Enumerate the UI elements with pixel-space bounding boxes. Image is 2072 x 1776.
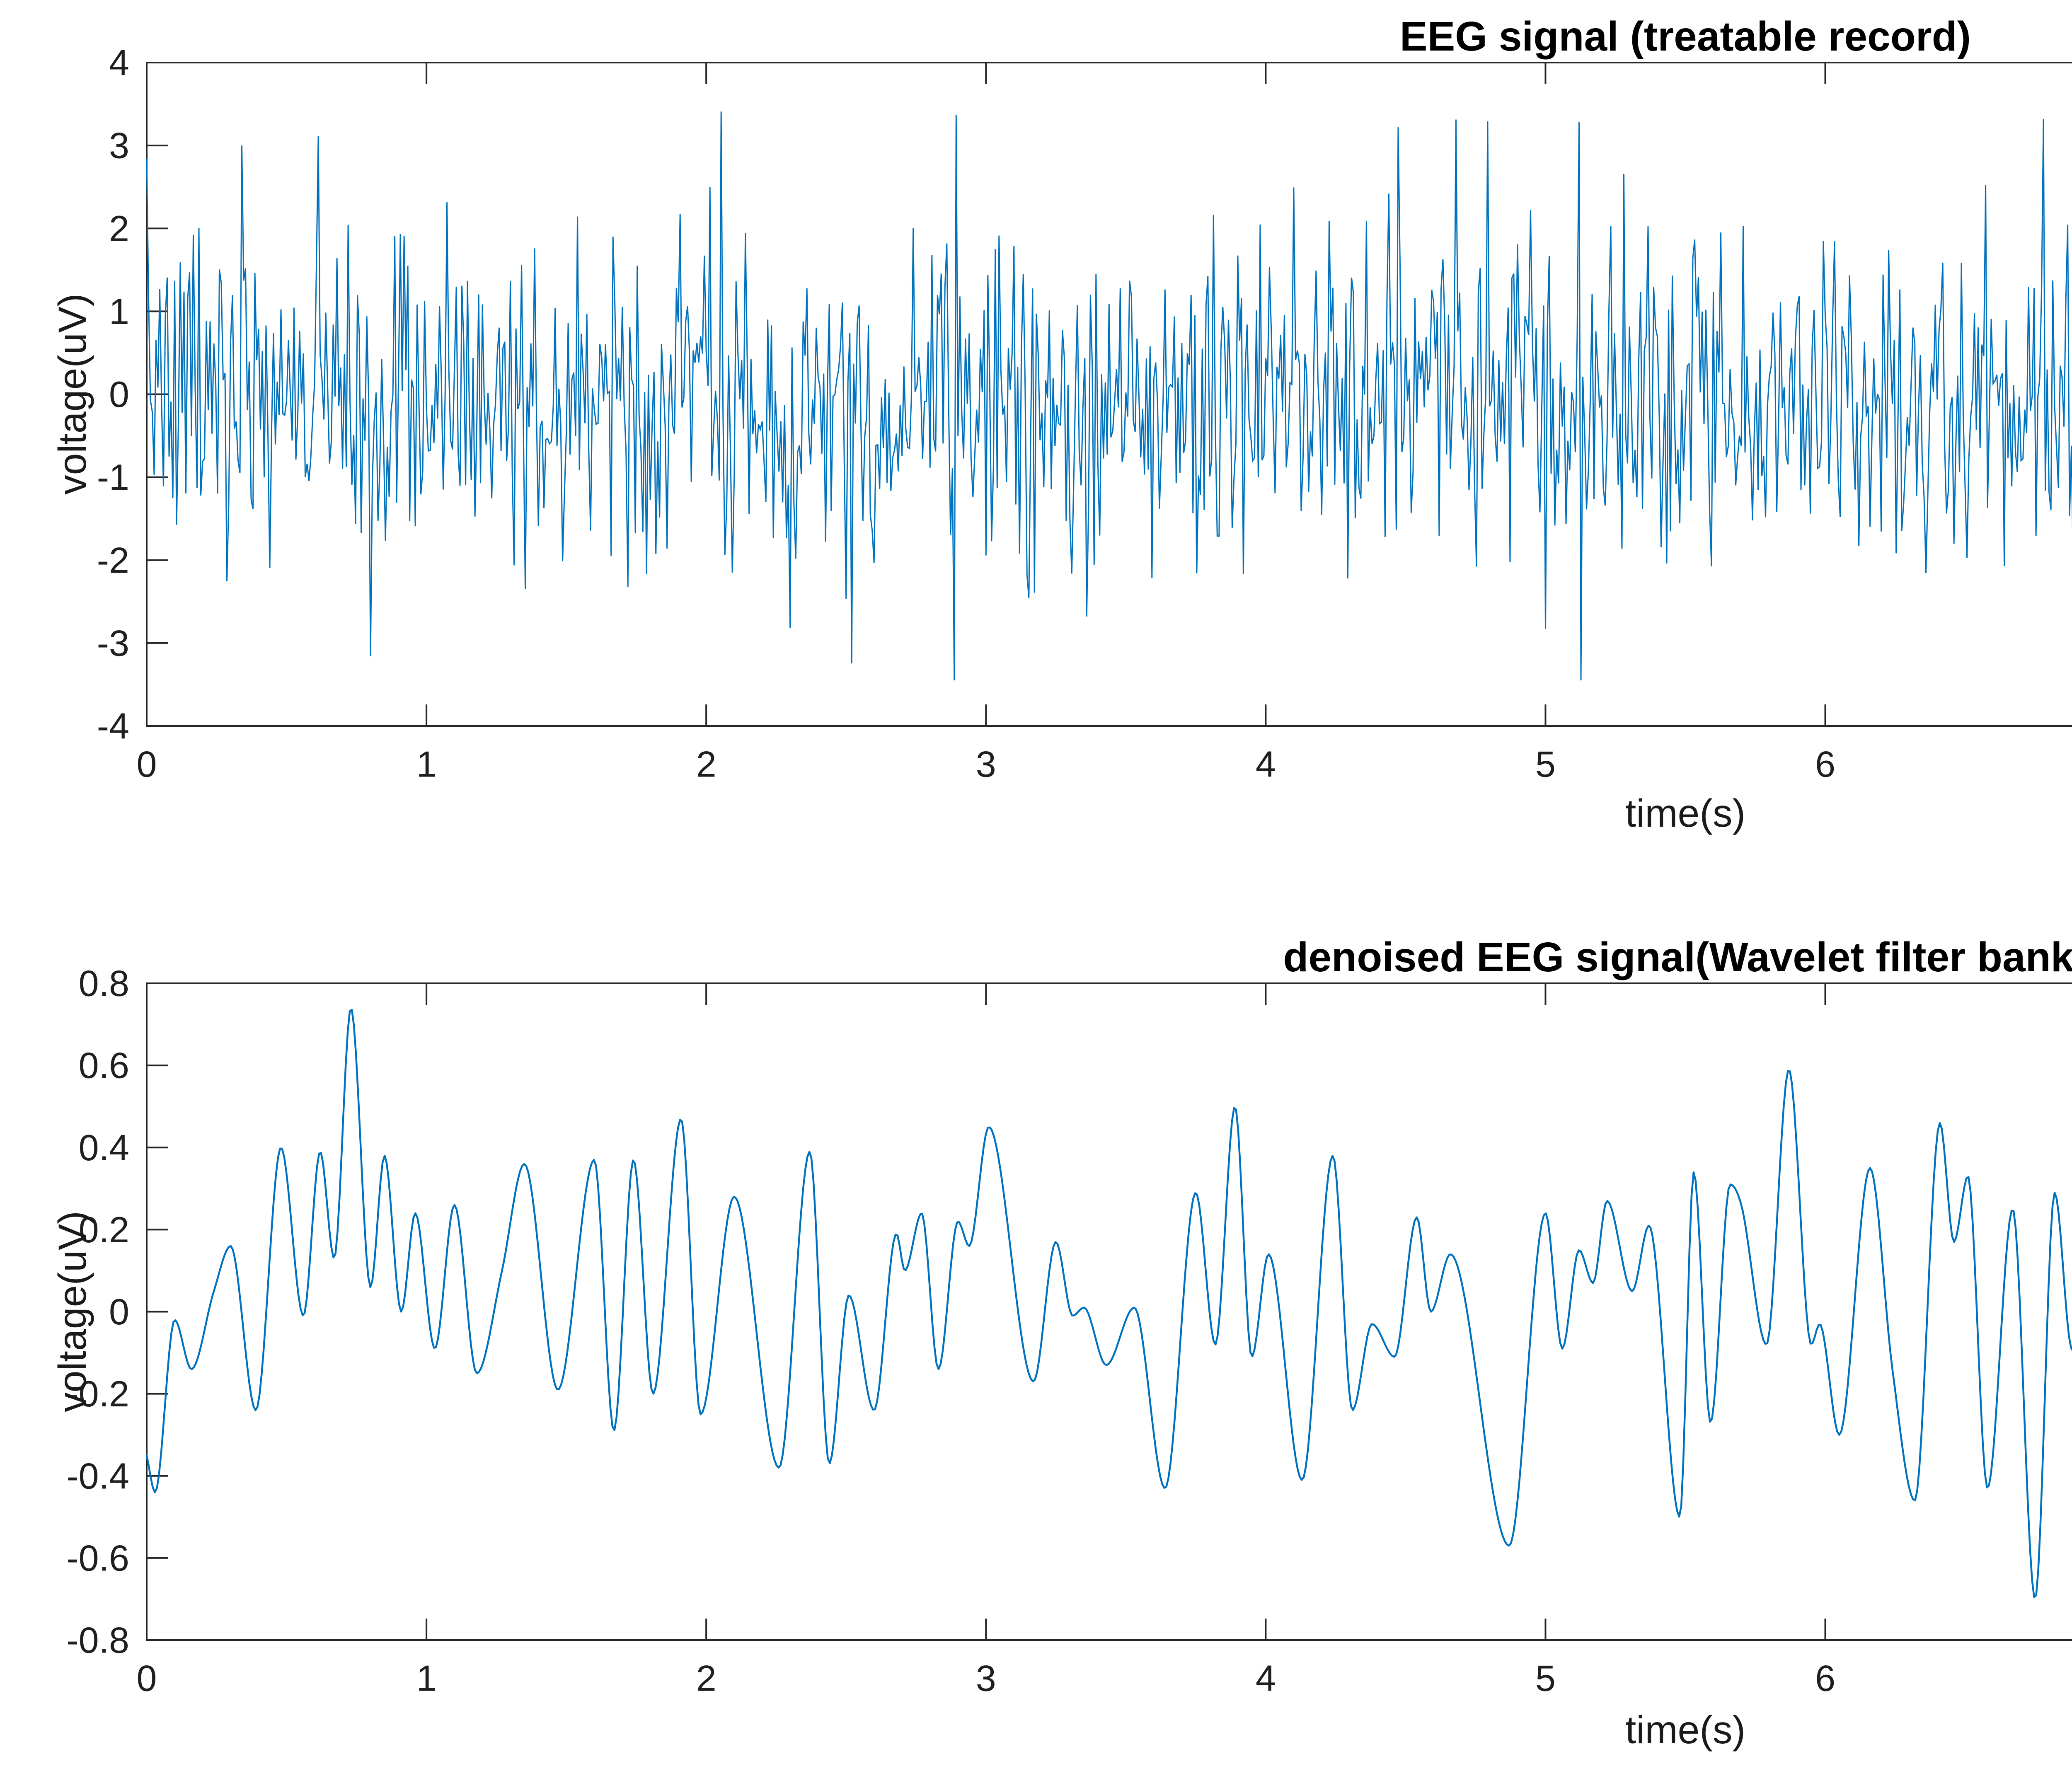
y-tick-label: 4: [109, 42, 129, 83]
x-tick-label: 0: [137, 744, 157, 785]
y-tick-label: 0.4: [79, 1127, 129, 1168]
subplot: 01234567891011-0.8-0.6-0.4-0.200.20.40.6…: [66, 963, 2072, 1699]
y-tick-label: 2: [109, 208, 129, 249]
y-tick-label: 0: [109, 1291, 129, 1332]
x-tick-label: 1: [416, 1658, 437, 1699]
y-tick-label: -0.6: [66, 1537, 129, 1578]
x-tick-label: 4: [1256, 744, 1276, 785]
y-tick-label: -0.4: [66, 1455, 129, 1496]
x-tick-label: 2: [696, 1658, 716, 1699]
subplot2-ylabel: voltage(uV): [51, 1211, 94, 1412]
y-tick-label: -0.2: [66, 1373, 129, 1414]
y-tick-label: 0.8: [79, 963, 129, 1004]
y-tick-label: -3: [97, 622, 129, 663]
raw-eeg-signal-line: [146, 111, 2072, 680]
x-tick-label: 6: [1815, 744, 1835, 785]
y-tick-label: 0.6: [79, 1045, 129, 1086]
subplot1-ylabel: voltage(uV): [51, 293, 94, 495]
x-tick-label: 4: [1256, 1658, 1276, 1699]
axes-box: [146, 982, 2072, 1641]
x-tick-label: 3: [976, 744, 996, 785]
x-tick-label: 5: [1535, 744, 1556, 785]
y-tick-label: -4: [97, 706, 129, 747]
y-tick-label: -1: [97, 457, 129, 498]
y-tick-label: 0: [109, 374, 129, 415]
subplot1-xlabel: time(s): [1625, 791, 1746, 835]
y-tick-label: 1: [109, 291, 129, 332]
subplot1-title: EEG signal (treatable record): [1399, 13, 1971, 60]
y-tick-label: -2: [97, 540, 129, 581]
subplot2-title: denoised EEG signal(Wavelet filter bank): [1283, 934, 2072, 980]
x-tick-label: 6: [1815, 1658, 1835, 1699]
denoised-eeg-signal-line: [145, 1009, 2072, 1598]
x-tick-label: 5: [1535, 1658, 1556, 1699]
subplot2-xlabel: time(s): [1625, 1708, 1746, 1752]
x-tick-label: 1: [416, 744, 437, 785]
x-tick-label: 2: [696, 744, 716, 785]
x-tick-label: 0: [137, 1658, 157, 1699]
y-tick-label: 0.2: [79, 1209, 129, 1250]
y-tick-label: 3: [109, 125, 129, 166]
x-tick-label: 3: [976, 1658, 996, 1699]
y-tick-label: -0.8: [66, 1620, 129, 1661]
